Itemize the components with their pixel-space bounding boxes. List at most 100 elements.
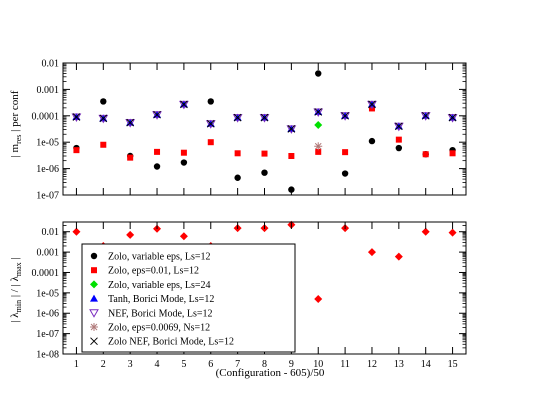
data-point xyxy=(207,98,214,105)
data-point xyxy=(421,227,430,236)
series-zolo_nef xyxy=(72,100,457,133)
data-point xyxy=(261,169,268,176)
y-tick-label: 0.01 xyxy=(42,227,60,238)
data-point xyxy=(314,142,323,151)
series-zolo_var xyxy=(73,70,456,193)
y-tick-label: 1e-07 xyxy=(36,329,59,340)
data-point xyxy=(342,149,349,156)
y-tick-label: 1e-06 xyxy=(36,309,59,320)
top-x-ticks xyxy=(75,63,454,195)
data-point xyxy=(153,163,161,170)
y-tick-label: 0.01 xyxy=(42,59,60,70)
x-tick-label: 9 xyxy=(289,359,294,370)
data-point xyxy=(259,114,270,123)
data-point xyxy=(72,227,81,236)
data-point xyxy=(368,100,376,109)
x-tick-label: 13 xyxy=(394,359,404,370)
data-point xyxy=(234,174,241,181)
data-point xyxy=(100,141,107,148)
x-tick-label: 1 xyxy=(74,359,79,370)
y-tick-label: 0.001 xyxy=(37,85,60,96)
x-tick-label: 4 xyxy=(155,359,160,370)
x-tick-label: 10 xyxy=(313,359,323,370)
legend-label: Zolo NEF, Borici Mode, Ls=12 xyxy=(108,337,234,348)
x-tick-label: 15 xyxy=(448,359,458,370)
data-point xyxy=(261,150,268,157)
data-point xyxy=(421,111,430,120)
data-point xyxy=(314,120,323,129)
legend-box xyxy=(81,243,296,353)
data-point xyxy=(367,248,376,257)
data-point xyxy=(393,122,404,132)
data-point xyxy=(422,151,429,158)
data-point xyxy=(341,170,349,177)
x-tick-label: 12 xyxy=(367,359,377,370)
data-point xyxy=(154,148,161,155)
data-point xyxy=(315,148,322,155)
x-tick-label: 5 xyxy=(181,359,186,370)
legend-marker xyxy=(89,309,99,318)
data-point xyxy=(72,113,81,121)
x-tick-label: 2 xyxy=(101,359,106,370)
data-point xyxy=(206,119,215,128)
y-tick-label: 1e-07 xyxy=(36,191,59,202)
bottom-y-axis: 1e-08 1e-07 1e-06 1e-05 0.0001 0.001 0.01 xyxy=(32,221,466,361)
data-point xyxy=(395,144,403,152)
x-tick-label: 11 xyxy=(340,359,350,370)
legend-label: Zolo, variable eps, Ls=12 xyxy=(108,252,211,263)
data-point xyxy=(73,147,80,154)
data-point xyxy=(314,294,323,303)
x-tick-label: 8 xyxy=(262,359,267,370)
data-point xyxy=(234,150,241,157)
legend-entry-zolo_var24: Zolo, variable eps, Ls=24 xyxy=(90,280,211,291)
data-point xyxy=(126,230,135,239)
y-tick-label: 0.001 xyxy=(37,248,60,259)
legend-marker xyxy=(90,294,98,302)
data-point xyxy=(313,108,324,117)
data-point xyxy=(180,100,188,109)
data-point xyxy=(100,98,107,105)
data-point xyxy=(260,113,269,122)
top-data-marks xyxy=(71,70,458,193)
legend-label: NEF, Borici Mode, Ls=12 xyxy=(108,308,213,319)
data-point xyxy=(179,100,189,110)
y-tick-label: 1e-05 xyxy=(36,288,59,299)
data-point xyxy=(180,149,187,156)
data-point xyxy=(288,153,295,160)
x-tick-label: 7 xyxy=(235,359,240,370)
data-point xyxy=(98,114,109,124)
data-point xyxy=(341,111,349,120)
series-zolo_eps001 xyxy=(73,105,456,161)
data-point xyxy=(447,114,458,123)
legend-marker xyxy=(91,267,97,274)
y-tick-label: 0.0001 xyxy=(32,268,60,279)
top-y-axis-label: | mres | per conf xyxy=(9,90,23,157)
y-tick-label: 1e-05 xyxy=(36,138,59,149)
data-point xyxy=(368,137,376,145)
data-point xyxy=(152,111,162,120)
series-nef xyxy=(71,100,458,134)
y-tick-label: 0.0001 xyxy=(32,111,60,122)
data-point xyxy=(287,125,296,133)
legend-marker xyxy=(90,252,98,260)
data-point xyxy=(99,114,108,123)
legend-label: Tanh, Borici Mode, Ls=12 xyxy=(108,294,214,305)
data-point xyxy=(448,113,457,122)
series-zolo_eps00069 xyxy=(314,142,323,151)
legend-label: Zolo, eps=0.0069, Ns=12 xyxy=(108,323,210,334)
legend-entry-zolo_nef: Zolo NEF, Borici Mode, Ls=12 xyxy=(90,337,234,348)
legend-entry-zolo_eps00069: Zolo, eps=0.0069, Ns=12 xyxy=(90,323,210,334)
top-panel: 1e-07 1e-06 1e-05 0.0001 0.001 0.01 | mres | … xyxy=(9,59,467,202)
y-tick-label: 1e-08 xyxy=(36,350,59,361)
data-point xyxy=(340,112,350,121)
data-point xyxy=(394,252,403,261)
data-point xyxy=(126,118,135,127)
x-tick-label: 3 xyxy=(128,359,133,370)
data-point xyxy=(233,113,242,122)
data-point xyxy=(286,125,297,134)
legend-label: Zolo, eps=0.01, Ls=12 xyxy=(108,266,199,277)
legend-marker xyxy=(90,337,98,346)
data-point xyxy=(71,113,82,123)
legend: Zolo, variable eps, Ls=12 Zolo, eps=0.01,… xyxy=(81,243,296,353)
bottom-y-axis-label: | λmin | / | λmax | xyxy=(9,257,23,322)
